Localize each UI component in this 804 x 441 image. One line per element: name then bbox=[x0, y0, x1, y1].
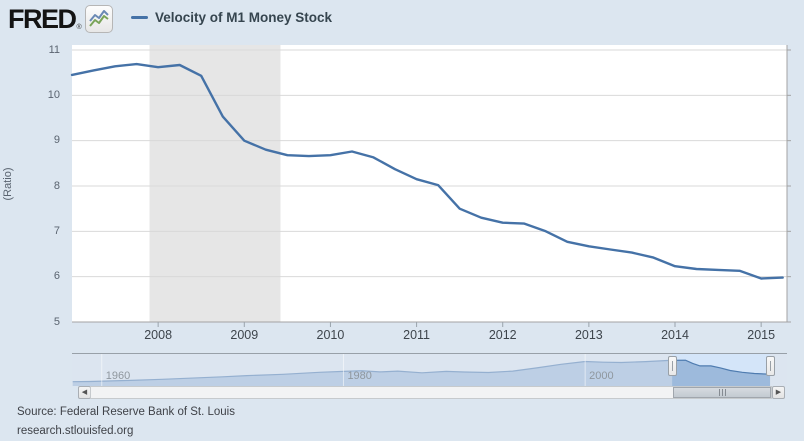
scrollbar-track[interactable] bbox=[90, 386, 772, 399]
y-axis-title: (Ratio) bbox=[2, 167, 14, 201]
registered-trademark-icon: ® bbox=[76, 24, 82, 31]
x-tick-label: 2011 bbox=[403, 328, 431, 342]
y-tick-label: 6 bbox=[53, 270, 60, 283]
x-tick-label: 2013 bbox=[574, 328, 603, 342]
legend-series-label: Velocity of M1 Money Stock bbox=[155, 10, 333, 25]
y-tick-label: 10 bbox=[47, 88, 60, 101]
navigator-left-handle[interactable] bbox=[667, 356, 677, 376]
recession-band bbox=[149, 45, 281, 322]
x-tick-label: 2014 bbox=[661, 328, 689, 342]
y-tick-label: 11 bbox=[48, 43, 60, 56]
grip-icon bbox=[724, 389, 726, 396]
fred-logo-chart-icon bbox=[84, 5, 113, 33]
x-tick-label: 2010 bbox=[316, 328, 345, 342]
scrollbar-thumb[interactable] bbox=[673, 387, 772, 398]
x-tick-label: 2008 bbox=[144, 328, 173, 342]
left-arrow-icon: ◀ bbox=[81, 389, 88, 396]
x-tick-label: 2015 bbox=[747, 328, 776, 342]
y-tick-label: 9 bbox=[53, 134, 60, 147]
plot-area[interactable] bbox=[70, 45, 791, 327]
y-tick-label: 5 bbox=[53, 315, 60, 328]
navigator-selection[interactable] bbox=[672, 353, 770, 385]
fred-logo-text: FRED bbox=[8, 4, 77, 34]
grip-icon bbox=[718, 389, 720, 396]
right-arrow-icon: ▶ bbox=[775, 389, 782, 396]
scrollbar-right-arrow-button[interactable]: ▶ bbox=[772, 386, 785, 399]
main-chart-svg bbox=[70, 45, 791, 327]
grip-icon bbox=[721, 389, 723, 396]
legend-line-swatch bbox=[131, 16, 148, 19]
x-tick-label: 2009 bbox=[230, 328, 259, 342]
navigator-year-label: 1980 bbox=[347, 370, 372, 382]
main-series-line bbox=[70, 62, 784, 280]
x-tick-label: 2012 bbox=[488, 328, 517, 342]
source-attribution: Source: Federal Reserve Bank of St. Loui… bbox=[17, 406, 235, 418]
fred-logo: FRED ® bbox=[8, 5, 113, 33]
navigator-svg bbox=[72, 354, 787, 386]
chart-legend: Velocity of M1 Money Stock bbox=[131, 10, 332, 25]
range-navigator[interactable] bbox=[72, 353, 787, 386]
site-url: research.stlouisfed.org bbox=[17, 425, 134, 437]
navigator-right-handle[interactable] bbox=[765, 356, 775, 376]
navigator-year-label: 2000 bbox=[589, 370, 614, 382]
y-tick-label: 8 bbox=[53, 179, 60, 192]
navigator-year-label: 1960 bbox=[105, 370, 131, 382]
y-tick-label: 7 bbox=[53, 224, 60, 237]
